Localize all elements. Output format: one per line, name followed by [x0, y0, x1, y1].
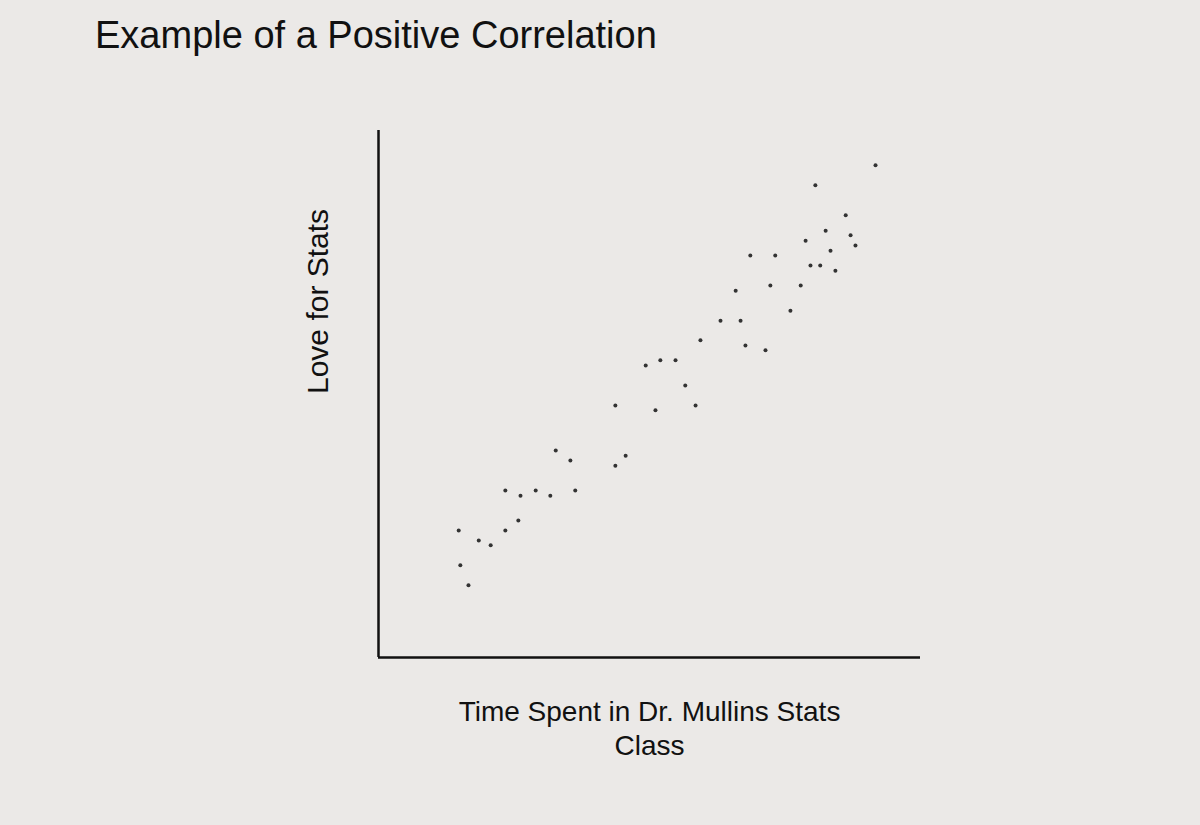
- html-text:Example of a Positive Correlat: Example of a Positive Correlation: [95, 14, 657, 56]
- svg-text:Love for Stats: Love for Stats: [301, 209, 334, 394]
- svg-text:Time Spent in Dr. Mullins Stat: Time Spent in Dr. Mullins StatsClass: [459, 696, 841, 761]
